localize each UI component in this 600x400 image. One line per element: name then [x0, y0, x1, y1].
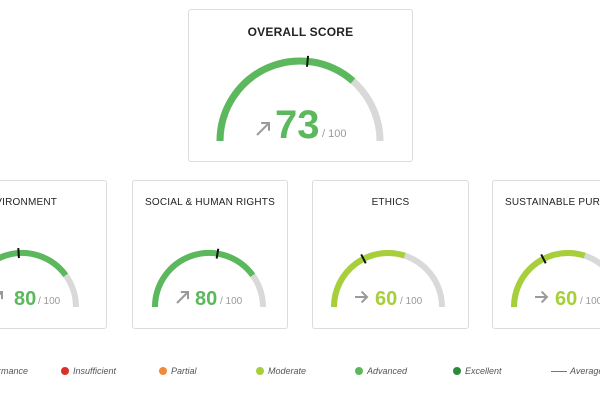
- overall-score-value: 73: [275, 103, 320, 147]
- ethics-score-max: / 100: [400, 296, 423, 307]
- sustainable-procurement-score-max: / 100: [580, 296, 600, 307]
- social-human-rights-gauge-value-arc: [152, 250, 256, 308]
- environment-score-value: 80: [14, 288, 36, 310]
- sustainable-procurement-score-value: 60: [555, 288, 577, 310]
- legend-label: Insufficient: [73, 366, 117, 376]
- social-human-rights-score-value: 80: [195, 288, 217, 310]
- moderate-dot-icon: [256, 367, 264, 375]
- sustainable-procurement-title: SUSTAINABLE PURC: [505, 197, 600, 208]
- sustainable-procurement-gauge-value-arc: [511, 250, 586, 308]
- social-human-rights-card: SOCIAL & HUMAN RIGHTS 80 / 100: [132, 180, 288, 329]
- ethics-title: ETHICS: [371, 197, 410, 208]
- legend-item-advanced: Advanced: [355, 362, 407, 380]
- legend-item-excellent: Excellent: [453, 362, 502, 380]
- social-human-rights-gauge: 80 / 100: [152, 248, 266, 310]
- ethics-card: ETHICS 60 / 100: [312, 180, 469, 329]
- environment-gauge: 80 / 100: [0, 248, 79, 310]
- overall-score-card: OVERALL SCORE 73 / 100: [188, 9, 413, 162]
- social-human-rights-score-max: / 100: [220, 296, 243, 307]
- performance-legend: rmance Insufficient Partial Moderate Adv…: [0, 362, 600, 382]
- ethics-gauge: 60 / 100: [331, 250, 445, 310]
- ethics-gauge-value-arc: [331, 250, 406, 308]
- legend-label: rmance: [0, 366, 29, 376]
- average-line-icon: [551, 370, 567, 372]
- sustainable-procurement-gauge-average-marker: [540, 253, 547, 264]
- trend-up-arrow-icon: [0, 291, 3, 300]
- overall-score-max: / 100: [322, 128, 346, 140]
- overall-score-title: OVERALL SCORE: [247, 25, 354, 39]
- ethics-gauge-average-marker: [360, 253, 367, 264]
- overall-gauge-value-arc: [216, 57, 356, 142]
- legend-label: Excellent: [465, 366, 502, 376]
- environment-card: ENVIRONMENT 80 / 100: [0, 180, 107, 329]
- environment-gauge-average-marker: [17, 248, 20, 259]
- legend-label: Partial: [171, 366, 197, 376]
- overall-gauge-average-marker: [306, 55, 310, 67]
- sustainable-procurement-gauge: 60 / 100: [511, 250, 600, 310]
- legend-label: Advanced: [367, 366, 408, 376]
- trend-up-arrow-icon: [256, 122, 270, 136]
- social-human-rights-title: SOCIAL & HUMAN RIGHTS: [145, 197, 275, 208]
- legend-item-insufficient: Insufficient: [61, 362, 116, 380]
- environment-title: ENVIRONMENT: [0, 197, 58, 208]
- legend-label: Moderate: [268, 366, 307, 376]
- ethics-score-value: 60: [375, 288, 397, 310]
- legend-item-partial: Partial: [159, 362, 197, 380]
- excellent-dot-icon: [453, 367, 461, 375]
- partial-dot-icon: [159, 367, 167, 375]
- advanced-dot-icon: [355, 367, 363, 375]
- trend-right-arrow-icon: [535, 290, 549, 304]
- legend-item-performance: rmance: [0, 362, 28, 380]
- environment-gauge-value-arc: [0, 250, 69, 278]
- environment-score-max: / 100: [38, 296, 61, 307]
- legend-item-moderate: Moderate: [256, 362, 306, 380]
- social-human-rights-gauge-average-marker: [215, 248, 220, 259]
- insufficient-dot-icon: [61, 367, 69, 375]
- trend-up-arrow-icon: [176, 291, 189, 304]
- overall-gauge: 73 / 100: [216, 55, 384, 147]
- sustainable-procurement-card: SUSTAINABLE PURC 60 / 100: [492, 180, 600, 329]
- legend-item-average: Average: [551, 362, 600, 380]
- trend-right-arrow-icon: [355, 290, 369, 304]
- legend-label: Average: [570, 366, 600, 376]
